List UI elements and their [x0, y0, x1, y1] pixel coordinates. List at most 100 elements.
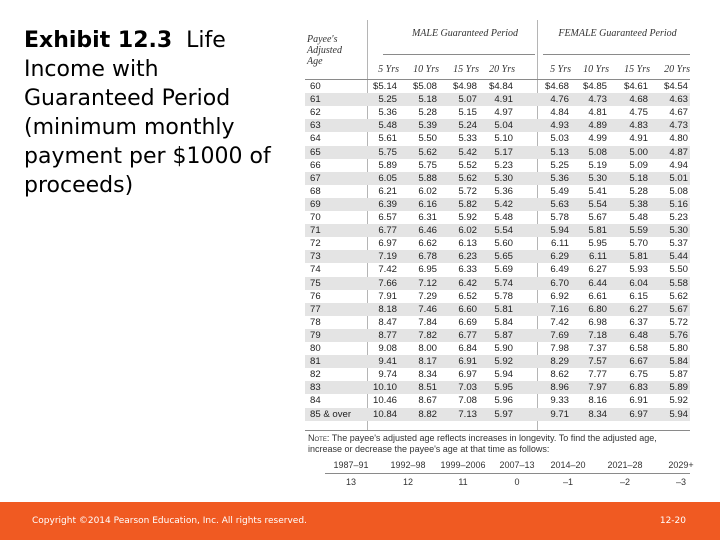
- payment-cell: 5.70: [629, 238, 648, 250]
- payment-cell: 8.96: [550, 382, 569, 394]
- payment-cell: 7.82: [418, 329, 437, 341]
- payment-cell: 5.72: [669, 316, 688, 328]
- payment-cell: 5.17: [494, 146, 513, 158]
- payment-cell: 5.24: [458, 120, 477, 132]
- age-cell: 80: [310, 343, 321, 354]
- payment-cell: 5.10: [494, 133, 513, 145]
- payment-cell: 5.75: [418, 159, 437, 171]
- table-row: 65 5.75 5.62 5.42 5.17 5.13 5.08 5.00 4.87: [305, 145, 690, 159]
- payment-cell: 7.29: [418, 290, 437, 302]
- payment-cell: 6.02: [458, 225, 477, 237]
- payment-cell: 5.89: [378, 159, 397, 171]
- payment-cell: 7.19: [378, 251, 397, 263]
- table-row: 77 8.18 7.46 6.60 5.81 7.16 6.80 6.27 5.67: [305, 302, 690, 316]
- payment-cell: 5.04: [494, 120, 513, 132]
- payment-cell: 5.90: [494, 343, 513, 354]
- payment-cell: 4.83: [629, 120, 648, 132]
- payment-cell: 5.33: [458, 133, 477, 145]
- payment-cell: $4.85: [582, 81, 607, 92]
- payment-cell: 7.03: [458, 382, 477, 394]
- payment-cell: 4.94: [669, 159, 688, 171]
- age-cell: 70: [310, 212, 321, 223]
- table-row: 78 8.47 7.84 6.69 5.84 7.42 6.98 6.37 5.72: [305, 316, 690, 329]
- age-cell: 78: [310, 316, 321, 328]
- payment-cell: 5.80: [669, 343, 688, 354]
- payment-cell: 6.91: [458, 356, 477, 368]
- payment-cell: 5.54: [494, 225, 513, 237]
- table-row: 75 7.66 7.12 6.42 5.74 6.70 6.44 6.04 5.58: [305, 276, 690, 290]
- table-bottom-rule: [305, 430, 690, 431]
- note-text: The payee's adjusted age reflects increa…: [308, 433, 657, 454]
- payment-cell: 7.42: [550, 316, 569, 328]
- payment-cell: 6.37: [629, 316, 648, 328]
- payment-cell: 8.82: [418, 408, 437, 420]
- payment-cell: 5.52: [458, 159, 477, 171]
- payment-cell: 5.30: [588, 172, 607, 184]
- age-cell: 73: [310, 251, 321, 263]
- adjustment-change: 11: [458, 477, 468, 487]
- payment-cell: 7.46: [418, 303, 437, 315]
- female-header-rule: [543, 54, 690, 55]
- period-header: 5 Yrs: [550, 64, 571, 75]
- exhibit-label: Exhibit 12.3: [24, 28, 173, 53]
- adjustment-change: 13: [345, 477, 356, 487]
- payment-cell: 7.12: [418, 277, 437, 289]
- age-cell: 65: [310, 146, 321, 158]
- payment-cell: 5.42: [494, 198, 513, 210]
- payment-cell: 5.00: [629, 146, 648, 158]
- age-cell: 68: [310, 185, 321, 197]
- payment-cell: 7.97: [588, 382, 607, 394]
- payment-cell: 5.62: [418, 146, 437, 158]
- payment-cell: 5.38: [629, 198, 648, 210]
- payment-cell: 6.33: [458, 264, 477, 276]
- payment-cell: 5.37: [669, 238, 688, 250]
- payment-cell: 6.77: [378, 225, 397, 237]
- table-row: 72 6.97 6.62 6.13 5.60 6.11 5.95 5.70 5.37: [305, 237, 690, 250]
- age-cell: 77: [310, 303, 321, 315]
- payment-cell: 9.74: [378, 369, 397, 381]
- table-row: 81 9.41 8.17 6.91 5.92 8.29 7.57 6.67 5.84: [305, 355, 690, 369]
- payment-cell: 5.92: [458, 212, 477, 223]
- payment-cell: 5.84: [669, 356, 688, 368]
- payment-cell: 6.95: [418, 264, 437, 276]
- payment-cell: 6.57: [378, 212, 397, 223]
- payment-cell: 7.08: [458, 395, 477, 407]
- payment-cell: 5.48: [629, 212, 648, 223]
- payment-cell: 5.36: [494, 185, 513, 197]
- adjustment-years: 2029+: [668, 460, 694, 470]
- age-cell: 81: [310, 356, 321, 368]
- payment-cell: 6.97: [629, 408, 648, 420]
- payment-cell: 6.13: [458, 238, 477, 250]
- payment-cell: 6.04: [629, 277, 648, 289]
- adjustment-change: –3: [675, 477, 686, 487]
- payment-cell: 4.91: [494, 94, 513, 106]
- payment-cell: 7.66: [378, 277, 397, 289]
- payment-cell: 6.91: [629, 395, 648, 407]
- payment-cell: 6.78: [418, 251, 437, 263]
- age-cell: 75: [310, 277, 321, 289]
- payment-cell: 6.97: [458, 369, 477, 381]
- payment-cell: 4.75: [629, 107, 648, 119]
- payment-cell: 6.67: [629, 356, 648, 368]
- payment-cell: 6.39: [378, 198, 397, 210]
- adjustment-change: 12: [402, 477, 413, 487]
- payment-cell: 4.80: [669, 133, 688, 145]
- age-column-header: Payee's Adjusted Age: [307, 34, 342, 67]
- payment-cell: 5.23: [669, 212, 688, 223]
- table-row: 74 7.42 6.95 6.33 5.69 6.49 6.27 5.93 5.50: [305, 263, 690, 276]
- payment-cell: 5.84: [494, 316, 513, 328]
- table-row: 63 5.48 5.39 5.24 5.04 4.93 4.89 4.83 4.73: [305, 119, 690, 133]
- annuity-payment-table: Payee's Adjusted Age MALE Guaranteed Per…: [305, 20, 694, 492]
- payment-cell: 7.91: [378, 290, 397, 302]
- payment-cell: 4.68: [629, 94, 648, 106]
- payment-cell: 10.84: [372, 408, 397, 420]
- age-cell: 76: [310, 290, 321, 302]
- page-number: 12-20: [659, 516, 686, 526]
- payment-cell: 6.80: [588, 303, 607, 315]
- payment-cell: 5.93: [629, 264, 648, 276]
- payment-cell: 5.92: [669, 395, 688, 407]
- payment-cell: 5.19: [588, 159, 607, 171]
- payment-cell: 5.82: [458, 198, 477, 210]
- payment-cell: 5.72: [458, 185, 477, 197]
- payment-cell: 5.67: [588, 212, 607, 223]
